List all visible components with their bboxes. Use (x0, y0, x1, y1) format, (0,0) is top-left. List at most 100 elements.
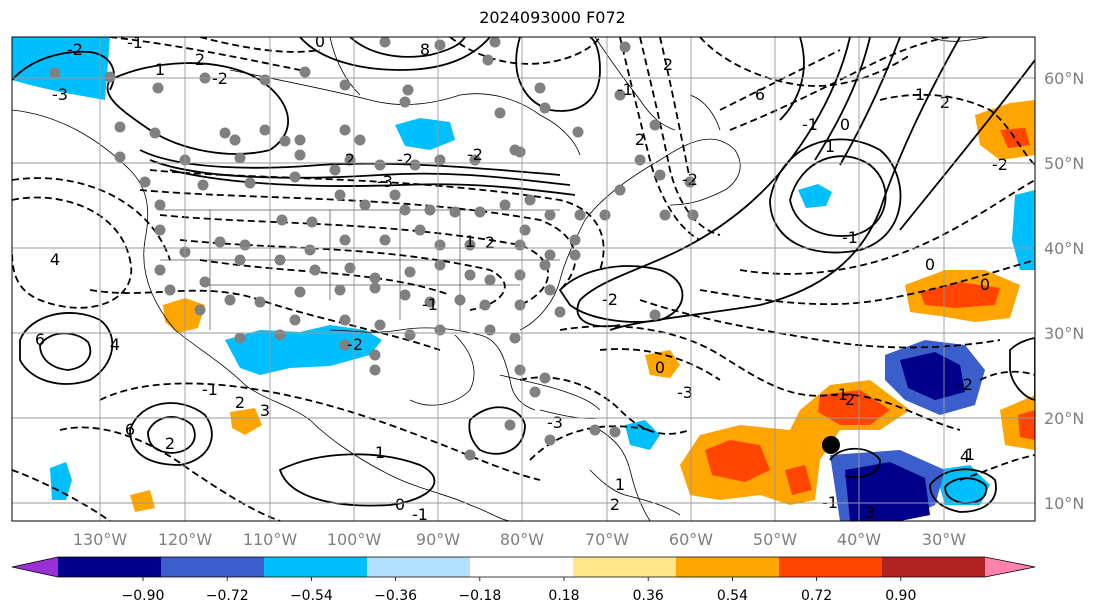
colorbar-segment (264, 557, 367, 577)
station-dot (514, 364, 526, 376)
lat-label: 50°N (1044, 154, 1084, 173)
contour-label: 0 (980, 275, 990, 294)
station-dot (569, 249, 581, 261)
station-dot (649, 119, 661, 131)
station-dot (687, 209, 699, 221)
map-panel: -2-3-112-202 -2-31-1-246 462-12 3-3-3-2210-… (11, 32, 1036, 522)
station-dot (329, 164, 341, 176)
station-dot (239, 239, 251, 251)
shade-orange-pac2 (130, 490, 155, 512)
colorbar-segment (367, 557, 470, 577)
lat-label: 60°N (1044, 69, 1084, 88)
station-dot (474, 206, 486, 218)
station-dot (544, 284, 556, 296)
lon-label: 130°W (73, 530, 128, 549)
lon-label: 40°W (837, 530, 881, 549)
station-dot (114, 151, 126, 163)
contour-labels: -2-3-112-202 -2-31-1-246 462-12 3-3-3-2210-… (35, 32, 1008, 522)
station-dot (684, 176, 696, 188)
station-dot (389, 189, 401, 201)
station-dot (484, 324, 496, 336)
station-dot (344, 262, 356, 274)
station-dot (374, 159, 386, 171)
lon-label: 100°W (327, 530, 382, 549)
contour-label: -2 (212, 69, 228, 88)
station-dot (339, 314, 351, 326)
coastlines (12, 37, 991, 521)
station-dot (519, 224, 531, 236)
shade-cyan-nw (12, 37, 110, 100)
shade-cyan-mexico (225, 325, 382, 375)
station-dot (539, 259, 551, 271)
station-dot (294, 149, 306, 161)
station-dot (509, 332, 521, 344)
station-dot (359, 199, 371, 211)
contour-label: 6 (35, 330, 45, 349)
lat-label: 30°N (1044, 324, 1084, 343)
contour-label: 2 (235, 393, 245, 412)
contour-label: 2 (845, 390, 855, 409)
station-dot (369, 349, 381, 361)
contour-label: 0 (655, 358, 665, 377)
station-dot (514, 269, 526, 281)
lon-label: 80°W (500, 530, 544, 549)
station-dot (339, 124, 351, 136)
contour-label: 0 (840, 115, 850, 134)
contour-label: -2 (992, 155, 1008, 174)
station-dot (544, 434, 556, 446)
colorbar-extend-low (12, 557, 58, 577)
station-dot (634, 154, 646, 166)
station-dot (534, 82, 546, 94)
station-dot (554, 306, 566, 318)
shade-cyan-pac (50, 462, 72, 500)
shade-red-trop3 (785, 465, 812, 495)
station-dot (544, 249, 556, 261)
station-dot (484, 274, 496, 286)
station-dot (614, 184, 626, 196)
station-dot (494, 107, 506, 119)
contour-label: 1 (465, 232, 475, 251)
contour-label: 2 (663, 55, 673, 74)
contour-label: -3 (52, 85, 68, 104)
colorbar-tick-label: 0.90 (885, 588, 916, 604)
station-dot (152, 82, 164, 94)
station-dot (197, 179, 209, 191)
contour-label: -2 (602, 290, 618, 309)
colorbar-tick-label: 0.72 (801, 588, 832, 604)
lon-label: 70°W (585, 530, 629, 549)
station-dot (399, 204, 411, 216)
contour-label: 4 (110, 335, 120, 354)
station-dot (379, 234, 391, 246)
station-dot (274, 254, 286, 266)
station-dot (539, 102, 551, 114)
lat-lon-grid (12, 37, 1035, 521)
contour-label: 2 (635, 130, 645, 149)
contour-label: 3 (260, 401, 270, 420)
contour-label: 1 (965, 445, 975, 464)
latitude-labels: 60°N 50°N 40°N 30°N 20°N 10°N (1044, 69, 1084, 513)
station-dot (482, 54, 494, 66)
lat-label: 40°N (1044, 239, 1084, 258)
colorbar-tick-label: 0.54 (717, 588, 748, 604)
station-dot (369, 272, 381, 284)
station-dot (509, 144, 521, 156)
colorbar-tick-label: 0.18 (548, 588, 579, 604)
station-dot (234, 332, 246, 344)
station-dot (434, 259, 446, 271)
contour-label: 0 (315, 32, 325, 51)
station-dot (649, 309, 661, 321)
station-dot (274, 329, 286, 341)
station-dot (334, 284, 346, 296)
contour-label: 4 (50, 250, 60, 269)
contour-label: 3 (865, 503, 875, 522)
colorbar-extend-high (985, 557, 1035, 577)
colorbar: −0.90 −0.72 −0.54 −0.36 −0.18 0.18 0.36 0.54 0.7… (11, 556, 1036, 604)
shade-red-azores (920, 282, 1000, 308)
contour-label: -1 (832, 385, 848, 404)
station-dot (289, 314, 301, 326)
station-dot (229, 134, 241, 146)
station-dot (149, 127, 161, 139)
lon-label: 120°W (158, 530, 213, 549)
station-dot (654, 169, 666, 181)
